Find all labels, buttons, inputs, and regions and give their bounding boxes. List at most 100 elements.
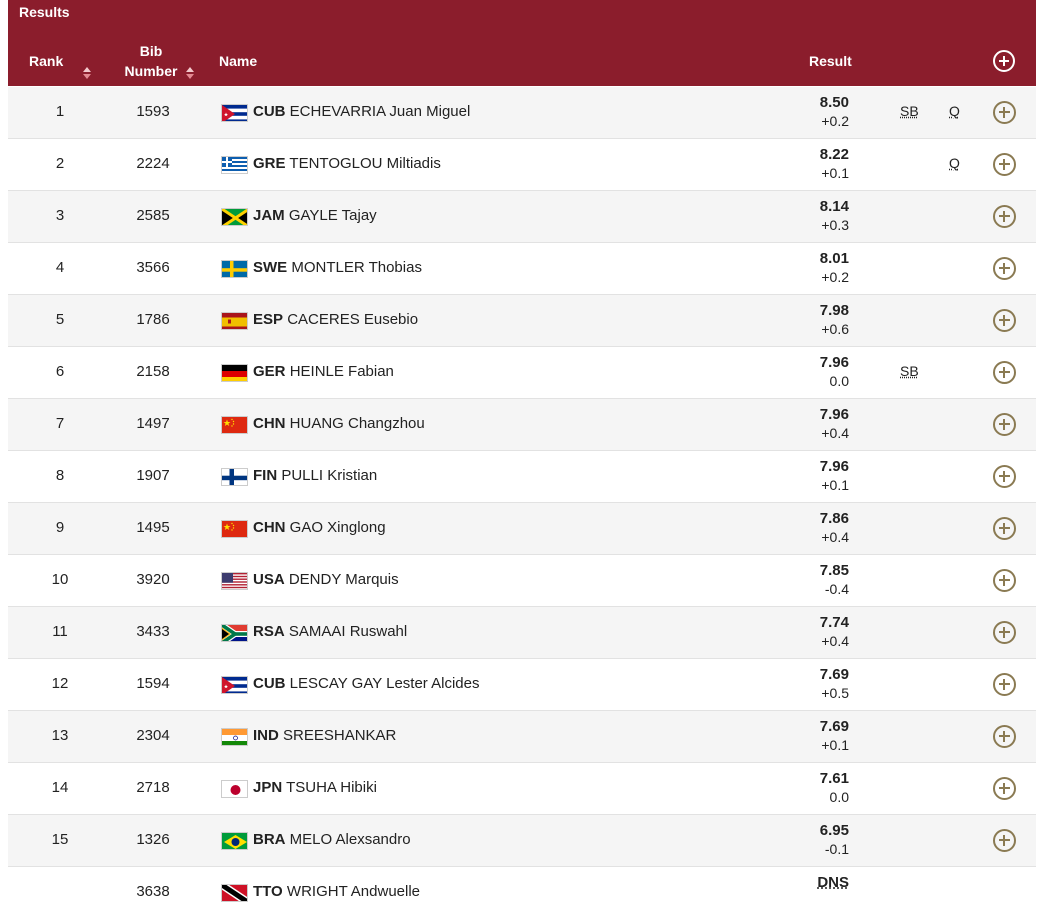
athlete-name: GAO Xinglong [290, 519, 386, 536]
expand-row-plus-icon[interactable] [993, 517, 1016, 540]
expand-row-plus-icon[interactable] [993, 101, 1016, 124]
wind-value: -0.1 [795, 840, 849, 859]
result-mark: DNS [795, 873, 849, 892]
result-cell: 7.69+0.5 [795, 665, 849, 703]
bib-number-cell: 1495 [123, 519, 183, 536]
athlete-name-link[interactable]: BRA MELO Alexsandro [253, 831, 411, 848]
wind-value: +0.1 [795, 736, 849, 755]
result-mark: 8.22 [795, 145, 849, 164]
rank-sort-icon[interactable] [83, 67, 91, 79]
trinidad-flag-icon [221, 884, 248, 902]
south-africa-flag-icon [221, 624, 248, 642]
expand-row-plus-icon[interactable] [993, 309, 1016, 332]
rank-column-header[interactable]: Rank [29, 51, 63, 71]
country-code: JPN [253, 779, 282, 796]
expand-row-plus-icon[interactable] [993, 777, 1016, 800]
expand-row-plus-icon[interactable] [993, 829, 1016, 852]
rank-cell: 14 [30, 779, 90, 796]
athlete-name-link[interactable]: TTO WRIGHT Andwuelle [253, 883, 420, 900]
cuba-flag-icon [221, 104, 248, 122]
athlete-name-link[interactable]: USA DENDY Marquis [253, 571, 399, 588]
athlete-name-link[interactable]: JAM GAYLE Tajay [253, 207, 377, 224]
expand-row-plus-icon[interactable] [993, 725, 1016, 748]
expand-row-plus-icon[interactable] [993, 153, 1016, 176]
athlete-name-link[interactable]: CUB LESCAY GAY Lester Alcides [253, 675, 480, 692]
athlete-name: CACERES Eusebio [287, 311, 418, 328]
athlete-name-link[interactable]: JPN TSUHA Hibiki [253, 779, 377, 796]
country-code: BRA [253, 831, 286, 848]
qualification-badge[interactable]: Q [949, 103, 960, 119]
country-code: GER [253, 363, 286, 380]
expand-row-plus-icon[interactable] [993, 621, 1016, 644]
qualification-badge[interactable]: Q [949, 155, 960, 171]
result-cell: 8.22+0.1 [795, 145, 849, 183]
expand-all-plus-icon[interactable] [993, 50, 1015, 72]
athlete-name-link[interactable]: IND SREESHANKAR [253, 727, 396, 744]
athlete-name-link[interactable]: CHN GAO Xinglong [253, 519, 386, 536]
record-badge[interactable]: SB [900, 103, 919, 119]
rank-cell: 4 [30, 259, 90, 276]
sweden-flag-icon [221, 260, 248, 278]
athlete-name-link[interactable]: RSA SAMAAI Ruswahl [253, 623, 407, 640]
greece-flag-icon [221, 156, 248, 174]
china-flag-icon [221, 416, 248, 434]
bib-number-cell: 1907 [123, 467, 183, 484]
country-code: RSA [253, 623, 285, 640]
athlete-name-link[interactable]: CHN HUANG Changzhou [253, 415, 425, 432]
expand-row-plus-icon[interactable] [993, 413, 1016, 436]
athlete-name-link[interactable]: FIN PULLI Kristian [253, 467, 377, 484]
result-mark: 7.69 [795, 717, 849, 736]
athlete-name-link[interactable]: ESP CACERES Eusebio [253, 311, 418, 328]
bib-sort-icon[interactable] [186, 67, 194, 79]
result-mark: 7.98 [795, 301, 849, 320]
wind-value: -0.4 [795, 580, 849, 599]
expand-row-plus-icon[interactable] [993, 257, 1016, 280]
result-mark: 7.86 [795, 509, 849, 528]
spain-flag-icon [221, 312, 248, 330]
athlete-name-link[interactable]: SWE MONTLER Thobias [253, 259, 422, 276]
result-cell: 8.50+0.2 [795, 93, 849, 131]
result-mark: 7.96 [795, 405, 849, 424]
bib-number-cell: 3920 [123, 571, 183, 588]
bib-header-line2: Number [121, 61, 181, 81]
expand-row-plus-icon[interactable] [993, 205, 1016, 228]
athlete-name-link[interactable]: CUB ECHEVARRIA Juan Miguel [253, 103, 470, 120]
country-code: IND [253, 727, 279, 744]
wind-value: +0.5 [795, 684, 849, 703]
athlete-name-link[interactable]: GRE TENTOGLOU Miltiadis [253, 155, 441, 172]
expand-row-plus-icon[interactable] [993, 569, 1016, 592]
wind-value: +0.1 [795, 476, 849, 495]
expand-row-plus-icon[interactable] [993, 673, 1016, 696]
country-code: FIN [253, 467, 277, 484]
bib-column-header[interactable]: Bib Number [121, 41, 181, 81]
record-badge[interactable]: SB [900, 363, 919, 379]
bib-number-cell: 2224 [123, 155, 183, 172]
cuba-flag-icon [221, 676, 248, 694]
athlete-name: MONTLER Thobias [291, 259, 422, 276]
expand-row-plus-icon[interactable] [993, 465, 1016, 488]
expand-row-plus-icon[interactable] [993, 361, 1016, 384]
result-cell: 7.69+0.1 [795, 717, 849, 755]
country-code: CUB [253, 103, 286, 120]
bib-number-cell: 3638 [123, 883, 183, 900]
athlete-name-link[interactable]: GER HEINLE Fabian [253, 363, 394, 380]
rank-cell: 11 [30, 623, 90, 640]
wind-value: +0.4 [795, 424, 849, 443]
rank-cell: 9 [30, 519, 90, 536]
